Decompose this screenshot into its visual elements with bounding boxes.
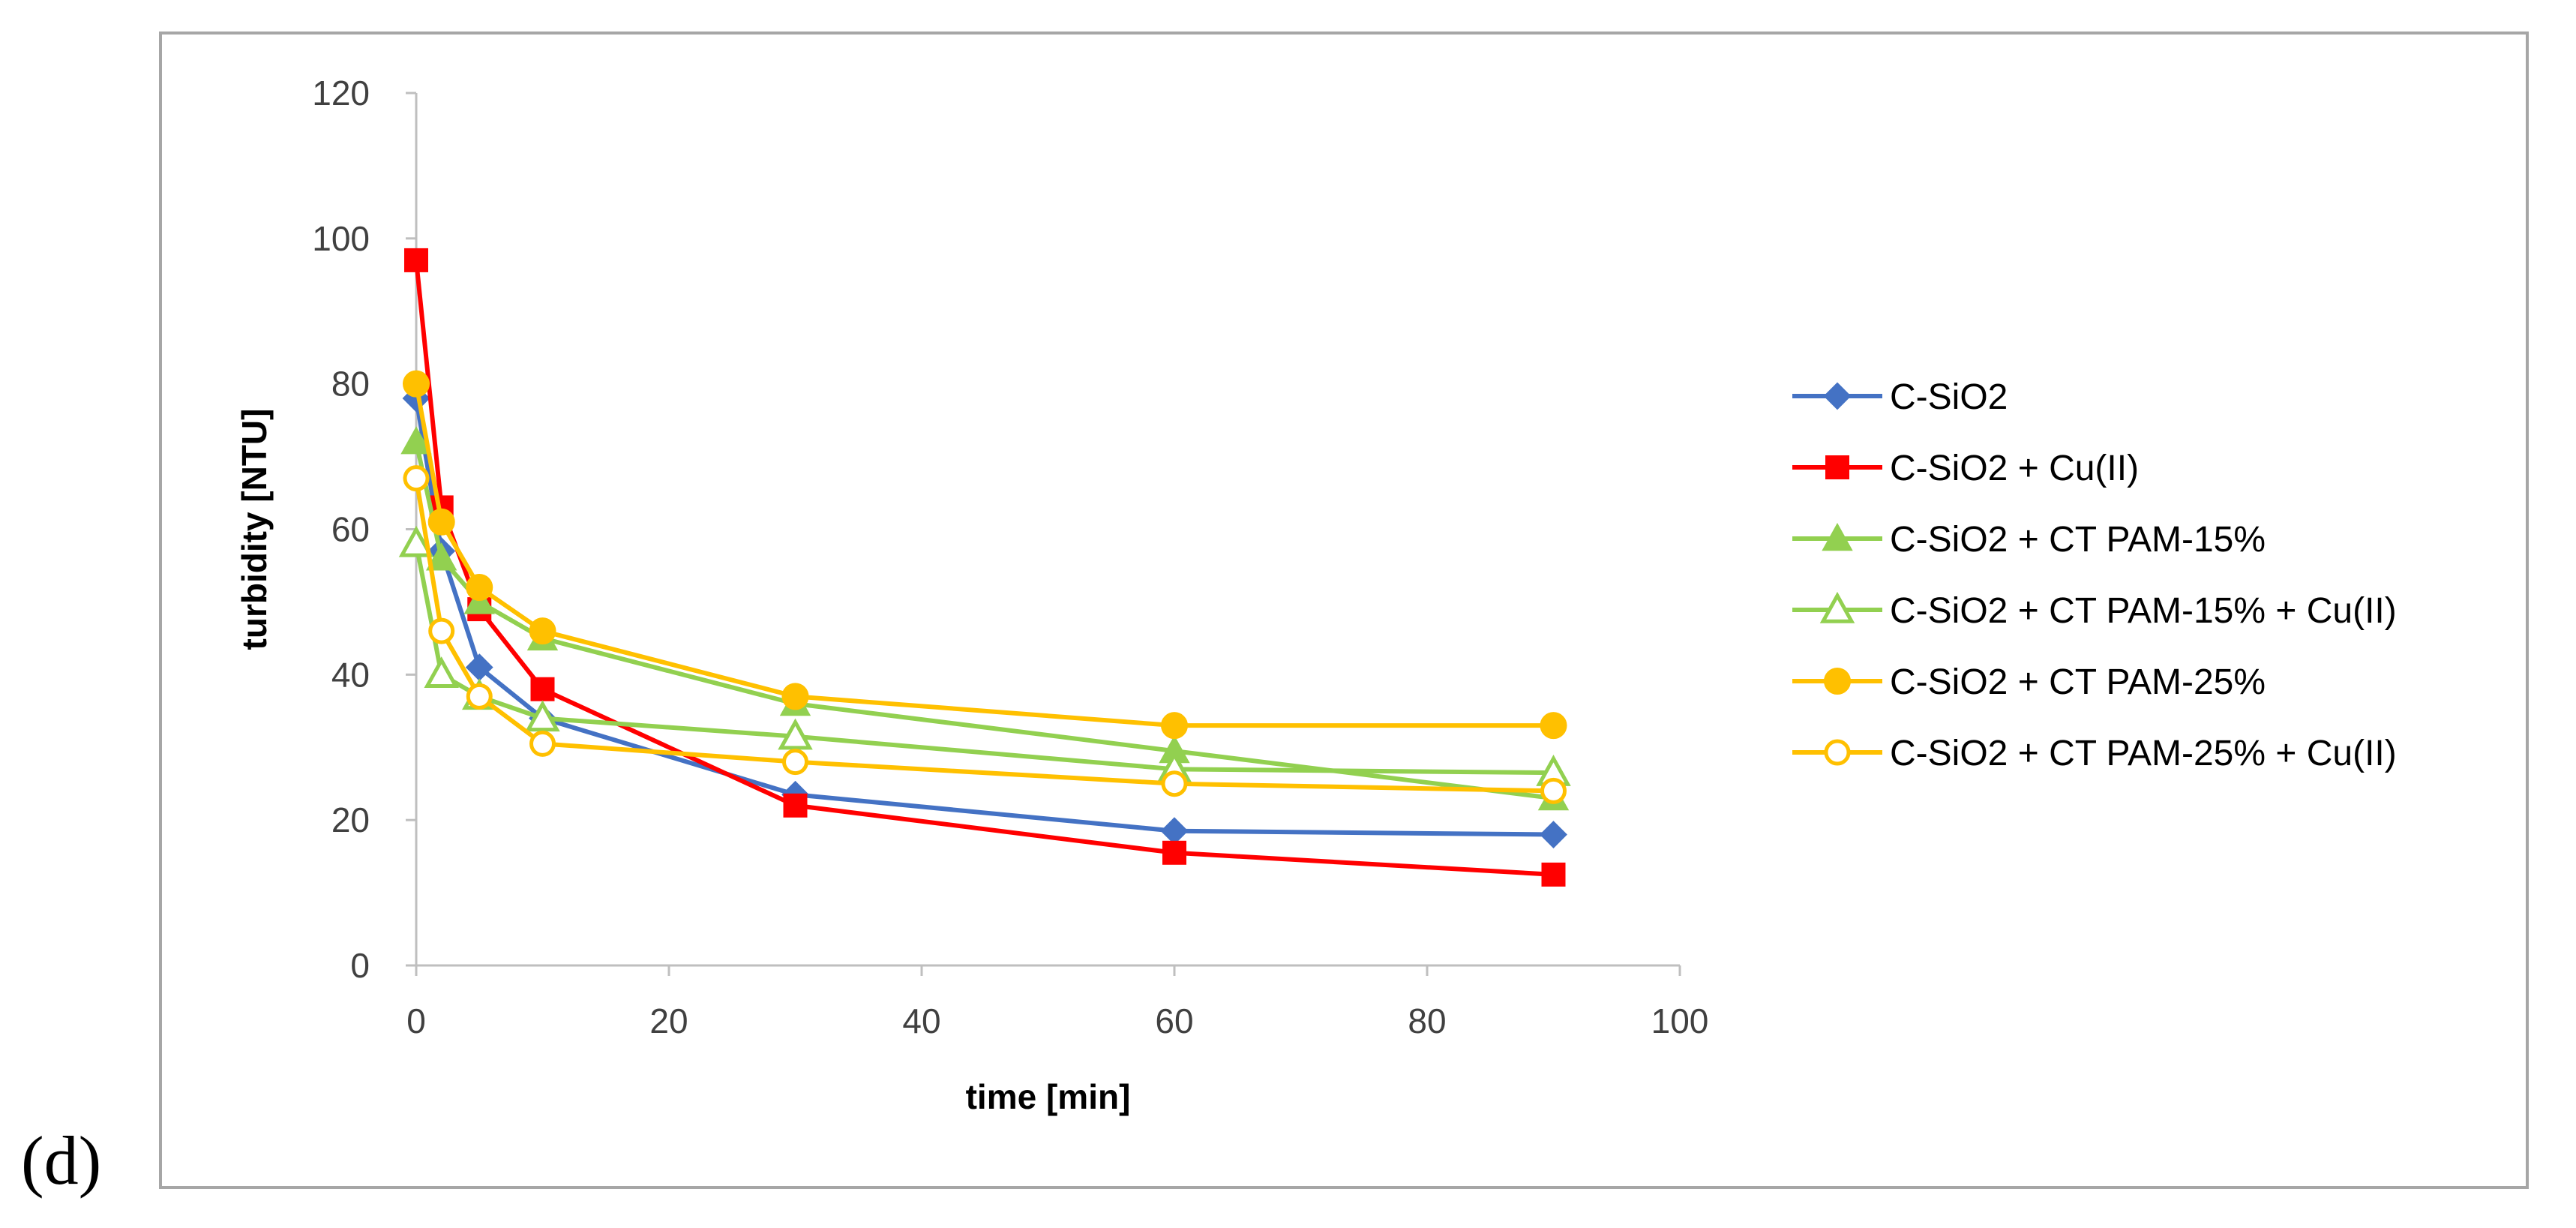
data-point <box>778 718 813 750</box>
data-point <box>1540 821 1567 848</box>
data-point <box>1161 712 1188 740</box>
data-point <box>1162 840 1186 865</box>
data-point <box>1541 862 1566 887</box>
legend-marker <box>1822 522 1853 551</box>
data-point <box>529 617 556 645</box>
legend-marker <box>1819 591 1855 623</box>
x-tick-label: 80 <box>1408 1001 1446 1040</box>
y-tick-label: 80 <box>331 365 370 404</box>
x-tick-label: 0 <box>406 1001 426 1040</box>
legend-item: C-SiO2 + CT PAM-25% + Cu(II) <box>1792 734 2397 773</box>
data-point <box>530 677 555 701</box>
data-point <box>398 525 434 557</box>
data-point <box>1540 712 1567 740</box>
legend-item: C-SiO2 + CT PAM-25% <box>1792 662 2266 702</box>
legend-item: C-SiO2 + CT PAM-15% + Cu(II) <box>1792 591 2397 631</box>
legend-marker <box>1824 668 1851 695</box>
y-tick-label: 40 <box>331 655 370 694</box>
y-axis-title: turbidity [NTU] <box>235 409 274 650</box>
data-point <box>1540 777 1567 804</box>
x-tick-label: 20 <box>649 1001 688 1040</box>
axes: 0 20 40 60 80 100 120 0 20 40 60 80 100 time [min] tur… <box>235 74 1708 1116</box>
data-point <box>525 700 560 732</box>
legend-item: C-SiO2 <box>1792 377 2008 417</box>
data-point <box>403 370 430 398</box>
data-point <box>427 508 455 536</box>
series-5 <box>403 370 1567 740</box>
legend-label: C-SiO2 + CT PAM-25% <box>1890 662 2266 702</box>
x-tick-label: 40 <box>902 1001 940 1040</box>
legend-label: C-SiO2 + CT PAM-15% <box>1890 520 2266 560</box>
series-6 <box>403 465 1567 804</box>
data-point <box>466 574 493 602</box>
data-point <box>426 542 457 571</box>
chart-border <box>159 32 2529 1189</box>
legend-label: C-SiO2 <box>1890 377 2008 417</box>
data-point <box>403 465 430 492</box>
legend: C-SiO2 C-SiO2 + Cu(II) C-SiO2 + CT PAM-15%… <box>1792 377 2397 773</box>
y-tick-label: 60 <box>331 510 370 549</box>
legend-item: C-SiO2 + Cu(II) <box>1792 449 2139 488</box>
data-point <box>782 749 808 776</box>
legend-marker <box>1824 739 1851 766</box>
data-point <box>529 730 556 757</box>
x-tick-label: 100 <box>1651 1001 1709 1040</box>
y-tick-label: 120 <box>312 74 370 113</box>
legend-marker <box>1823 382 1852 410</box>
data-point <box>400 426 432 455</box>
y-tick-label: 100 <box>312 219 370 258</box>
legend-label: C-SiO2 + CT PAM-15% + Cu(II) <box>1890 591 2397 631</box>
series-layer <box>398 248 1571 887</box>
data-point <box>404 248 428 272</box>
legend-label: C-SiO2 + Cu(II) <box>1890 449 2139 488</box>
legend-item: C-SiO2 + CT PAM-15% <box>1792 520 2266 560</box>
panel-label: (d) <box>21 1122 101 1199</box>
data-point <box>466 683 493 710</box>
data-point <box>1161 770 1188 797</box>
x-tick-label: 60 <box>1155 1001 1193 1040</box>
legend-marker <box>1825 455 1849 479</box>
data-point <box>428 617 455 644</box>
data-point <box>424 656 459 689</box>
y-tick-label: 0 <box>350 946 370 985</box>
data-point <box>781 683 809 710</box>
data-point <box>783 793 808 818</box>
x-axis-title: time [min] <box>966 1077 1131 1116</box>
y-tick-label: 20 <box>331 800 370 839</box>
legend-label: C-SiO2 + CT PAM-25% + Cu(II) <box>1890 734 2397 773</box>
